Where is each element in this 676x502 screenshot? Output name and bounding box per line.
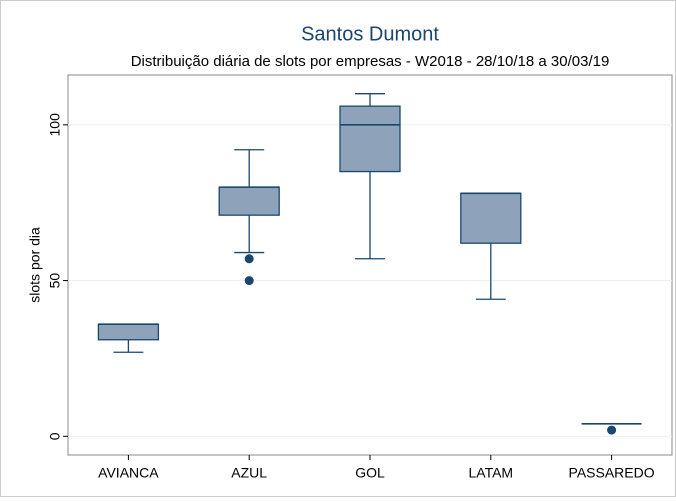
x-tick-label: PASSAREDO bbox=[569, 465, 655, 481]
y-axis-label: slots por dia bbox=[27, 227, 43, 303]
box bbox=[460, 192, 522, 244]
box bbox=[218, 186, 280, 216]
chart-subtitle: Distribuição diária de slots por empresa… bbox=[131, 53, 610, 70]
outlier bbox=[244, 276, 254, 286]
x-tick-label: GOL bbox=[355, 465, 385, 481]
chart-title: Santos Dumont bbox=[301, 23, 439, 45]
x-tick-label: AVIANCA bbox=[98, 465, 159, 481]
x-tick-label: LATAM bbox=[468, 465, 513, 481]
outlier bbox=[607, 425, 617, 435]
box bbox=[339, 105, 401, 173]
outlier bbox=[244, 254, 254, 264]
y-tick-label: 0 bbox=[47, 432, 63, 440]
x-tick-label: AZUL bbox=[231, 465, 267, 481]
y-tick-label: 100 bbox=[47, 113, 63, 137]
y-tick-label: 50 bbox=[47, 273, 63, 289]
box bbox=[97, 323, 160, 341]
